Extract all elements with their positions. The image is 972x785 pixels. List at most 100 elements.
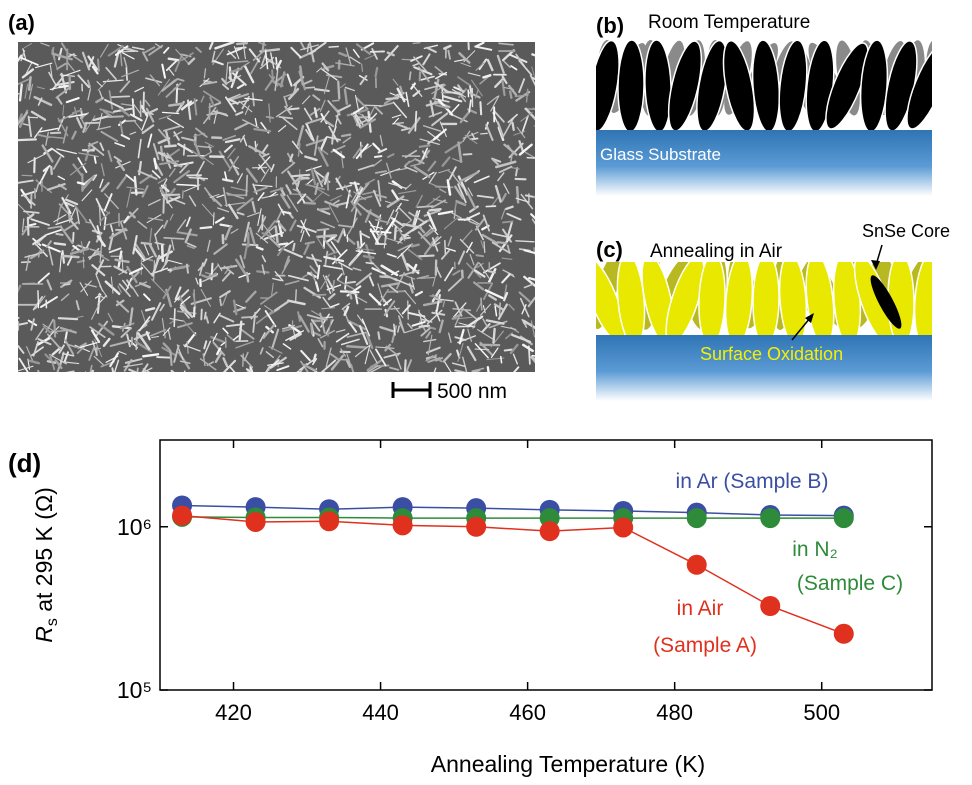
nanosheet-edge [434, 104, 449, 110]
nanosheet-edge [366, 365, 379, 372]
nanosheet [752, 262, 780, 337]
nanosheet-edge [133, 119, 144, 133]
nanosheet-edge [28, 359, 41, 365]
nanosheet-edge [113, 155, 123, 163]
nanosheet-edge [438, 319, 444, 334]
x-tick-label: 420 [215, 700, 252, 725]
nanosheet-edge [261, 264, 266, 275]
data-point [686, 508, 707, 529]
nanosheet-edge [392, 167, 408, 172]
nanosheet-edge [125, 66, 128, 81]
data-point [686, 554, 707, 575]
nanosheet-edge [508, 90, 513, 99]
nanosheet-edge [374, 218, 390, 224]
nanosheet-edge [427, 131, 441, 142]
nanosheet-edge [358, 74, 368, 81]
nanosheet-edge [407, 322, 413, 329]
nanosheet-edge [396, 87, 406, 103]
nanosheet-edge [339, 83, 346, 89]
nanosheet-edge [245, 174, 249, 197]
nanosheet-edge [505, 332, 513, 340]
nanosheet-edge [466, 345, 477, 362]
nanosheet-edge [103, 220, 125, 227]
nanosheet-edge [427, 357, 441, 363]
nanosheet-edge [222, 186, 228, 208]
nanosheet-edge [434, 81, 449, 94]
nanosheet-edge [121, 52, 135, 60]
y-tick-label: 10⁶ [117, 514, 152, 540]
nanosheet-edge [139, 282, 151, 289]
nanosheet-edge [304, 240, 316, 245]
nanosheet-edge [137, 220, 148, 229]
nanosheet-edge [499, 355, 503, 364]
scale-bar-label: 500 nm [437, 380, 507, 403]
nanosheet-edge [356, 202, 367, 211]
nanosheet-edge [474, 88, 479, 99]
nanosheet-edge [37, 250, 41, 258]
nanosheet-edge [201, 203, 214, 217]
nanosheet-edge [389, 92, 409, 101]
nanosheet-edge [379, 225, 383, 234]
nanosheet-edge [45, 131, 49, 146]
nanosheet-edge [454, 369, 467, 372]
nanosheet-edge [324, 200, 339, 208]
nanosheets [596, 39, 932, 132]
nanosheet-edge [221, 270, 232, 282]
nanosheet-edge [431, 289, 441, 303]
nanosheet-edge [91, 65, 99, 75]
nanosheet-edge [186, 242, 197, 248]
nanosheet-edge [260, 168, 270, 182]
nanosheet-edge [410, 55, 423, 62]
nanosheet-edge [118, 283, 131, 298]
nanosheet-edge [460, 62, 472, 67]
nanosheet-edge [34, 127, 43, 139]
nanosheet-edge [447, 236, 453, 247]
nanosheet-edge [131, 46, 145, 51]
nanosheet-edge [37, 133, 50, 139]
nanosheet-edge [99, 43, 109, 58]
nanosheet-edge [341, 302, 351, 310]
nanosheet-edge [42, 323, 58, 334]
nanosheet-edge [114, 142, 126, 148]
nanosheet-edge [386, 237, 403, 244]
nanosheet-edge [356, 314, 365, 325]
nanosheet-edge [222, 134, 237, 141]
nanosheet-edge [145, 330, 151, 341]
nanosheet-edge [302, 201, 317, 205]
nanosheet-edge [254, 184, 273, 188]
nanosheet-edge [391, 114, 402, 119]
nanosheet-edge [264, 48, 269, 70]
nanosheet-edge [323, 74, 331, 95]
nanosheet-edge [257, 156, 271, 170]
nanosheet-edge [531, 53, 535, 57]
nanosheet-edge [121, 254, 124, 274]
nanosheet-edge [240, 61, 250, 69]
nanosheet-edge [141, 124, 155, 135]
nanosheet-edge [357, 164, 375, 171]
nanosheet-edge [123, 358, 133, 372]
nanosheet-edge [531, 218, 535, 226]
nanosheet-edge [406, 370, 409, 372]
nanosheet-edge [344, 275, 348, 290]
nanosheet-edge [195, 46, 202, 53]
nanosheet-edge [58, 344, 65, 354]
nanosheet-edge [236, 173, 244, 184]
nanosheet-edge [123, 56, 128, 68]
nanosheet-edge [280, 193, 291, 209]
nanosheet-edge [59, 326, 77, 334]
nanosheet-edge [377, 148, 388, 154]
nanosheet-edge [53, 214, 67, 223]
nanosheet-edge [287, 274, 309, 282]
nanosheet-edge [329, 194, 342, 202]
nanosheet-edge [432, 198, 448, 204]
nanosheet-edge [55, 86, 72, 99]
nanosheet-edge [299, 65, 304, 85]
nanosheet-edge [221, 83, 230, 90]
nanosheet-edge [335, 329, 346, 333]
nanosheet-edge [238, 100, 253, 113]
nanosheet-edge [245, 271, 250, 283]
nanosheet-edge [270, 282, 274, 298]
nanosheet-edge [505, 205, 514, 211]
nanosheet-edge [18, 322, 29, 326]
nanosheet-edge [304, 86, 316, 89]
